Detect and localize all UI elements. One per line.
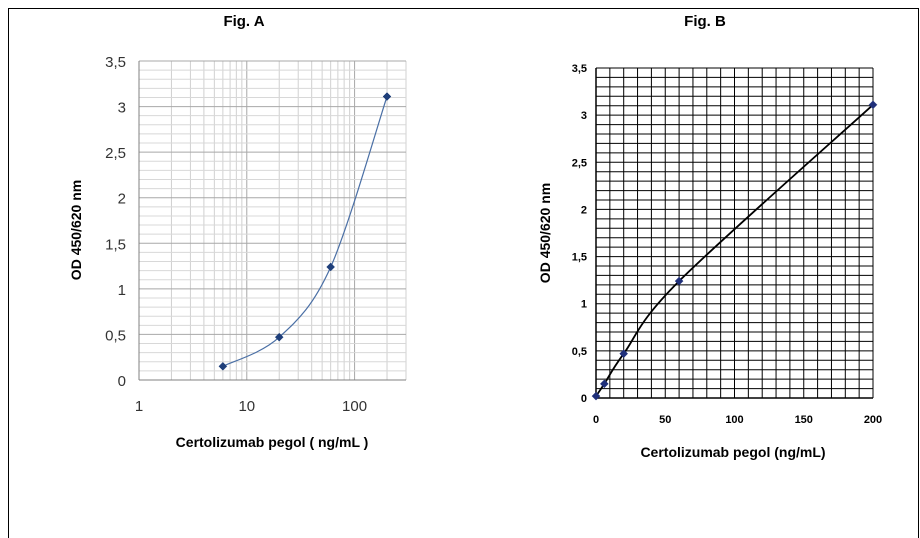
chart-a: Fig. A 0 0,5 1 1,5 2 2,5 3 3,5 1 10 100 Certolizum… [68, 13, 407, 450]
chart-a-x-tick-label: 1 [135, 398, 143, 415]
chart-a-y-tick-label: 1,5 [105, 236, 126, 253]
chart-b-y-tick-label: 2,5 [572, 157, 587, 169]
chart-a-y-tick-label: 3 [118, 100, 126, 117]
chart-a-y-tick-label: 0,5 [105, 327, 126, 344]
chart-a-tick-labels: 0 0,5 1 1,5 2 2,5 3 3,5 1 10 100 [105, 54, 367, 415]
chart-a-points [218, 92, 392, 371]
chart-b-y-tick-label: 1,5 [572, 252, 587, 264]
chart-b-axes [595, 68, 873, 399]
chart-b: Fig. B 0 0,5 1 1,5 2 2,5 3 3,5 0 50 100 150 200 Cert… [537, 13, 882, 460]
chart-b-xlabel: Certolizumab pegol (ng/mL) [640, 444, 825, 460]
chart-a-y-tick-label: 3,5 [105, 54, 126, 71]
chart-b-x-tick-label: 100 [725, 414, 743, 426]
chart-b-x-tick-label: 150 [795, 414, 813, 426]
chart-a-xlabel: Certolizumab pegol ( ng/mL ) [176, 434, 369, 450]
chart-b-y-tick-label: 0 [581, 393, 587, 405]
chart-b-data-point [868, 100, 878, 110]
chart-b-ylabel: OD 450/620 nm [537, 183, 553, 283]
chart-a-title: Fig. A [223, 13, 264, 30]
chart-b-grid [595, 67, 874, 399]
chart-b-x-tick-label: 50 [659, 414, 671, 426]
chart-a-y-tick-label: 2 [118, 191, 126, 208]
chart-a-series-line [222, 96, 388, 367]
chart-a-ylabel: OD 450/620 nm [68, 180, 84, 280]
chart-a-data-point [382, 92, 392, 101]
chart-a-y-tick-label: 0 [118, 373, 126, 390]
chart-b-data-point [619, 349, 629, 359]
chart-b-x-tick-label: 0 [593, 414, 599, 426]
chart-b-y-tick-label: 0,5 [572, 346, 587, 358]
chart-b-tick-labels: 0 0,5 1 1,5 2 2,5 3 3,5 0 50 100 150 200 [572, 63, 882, 426]
chart-b-y-tick-label: 2 [581, 204, 587, 216]
chart-a-data-point [326, 262, 336, 272]
chart-a-axes [138, 61, 406, 381]
chart-b-y-tick-label: 1 [581, 299, 587, 311]
chart-a-y-tick-label: 1 [118, 282, 126, 299]
chart-a-data-point [218, 361, 228, 371]
chart-a-x-tick-label: 10 [238, 398, 255, 415]
chart-b-title: Fig. B [684, 13, 726, 30]
chart-b-data-point [674, 276, 684, 286]
chart-b-x-tick-label: 200 [864, 414, 882, 426]
chart-b-points [591, 100, 878, 401]
chart-b-data-point [591, 391, 601, 401]
chart-b-y-tick-label: 3 [581, 110, 587, 122]
chart-a-x-tick-label: 100 [342, 398, 367, 415]
chart-b-data-point [599, 379, 609, 389]
chart-a-data-point [274, 332, 284, 342]
chart-a-grid [138, 60, 407, 381]
chart-a-y-tick-label: 2,5 [105, 145, 126, 162]
chart-b-y-tick-label: 3,5 [572, 63, 587, 75]
figure-frame [8, 8, 919, 538]
